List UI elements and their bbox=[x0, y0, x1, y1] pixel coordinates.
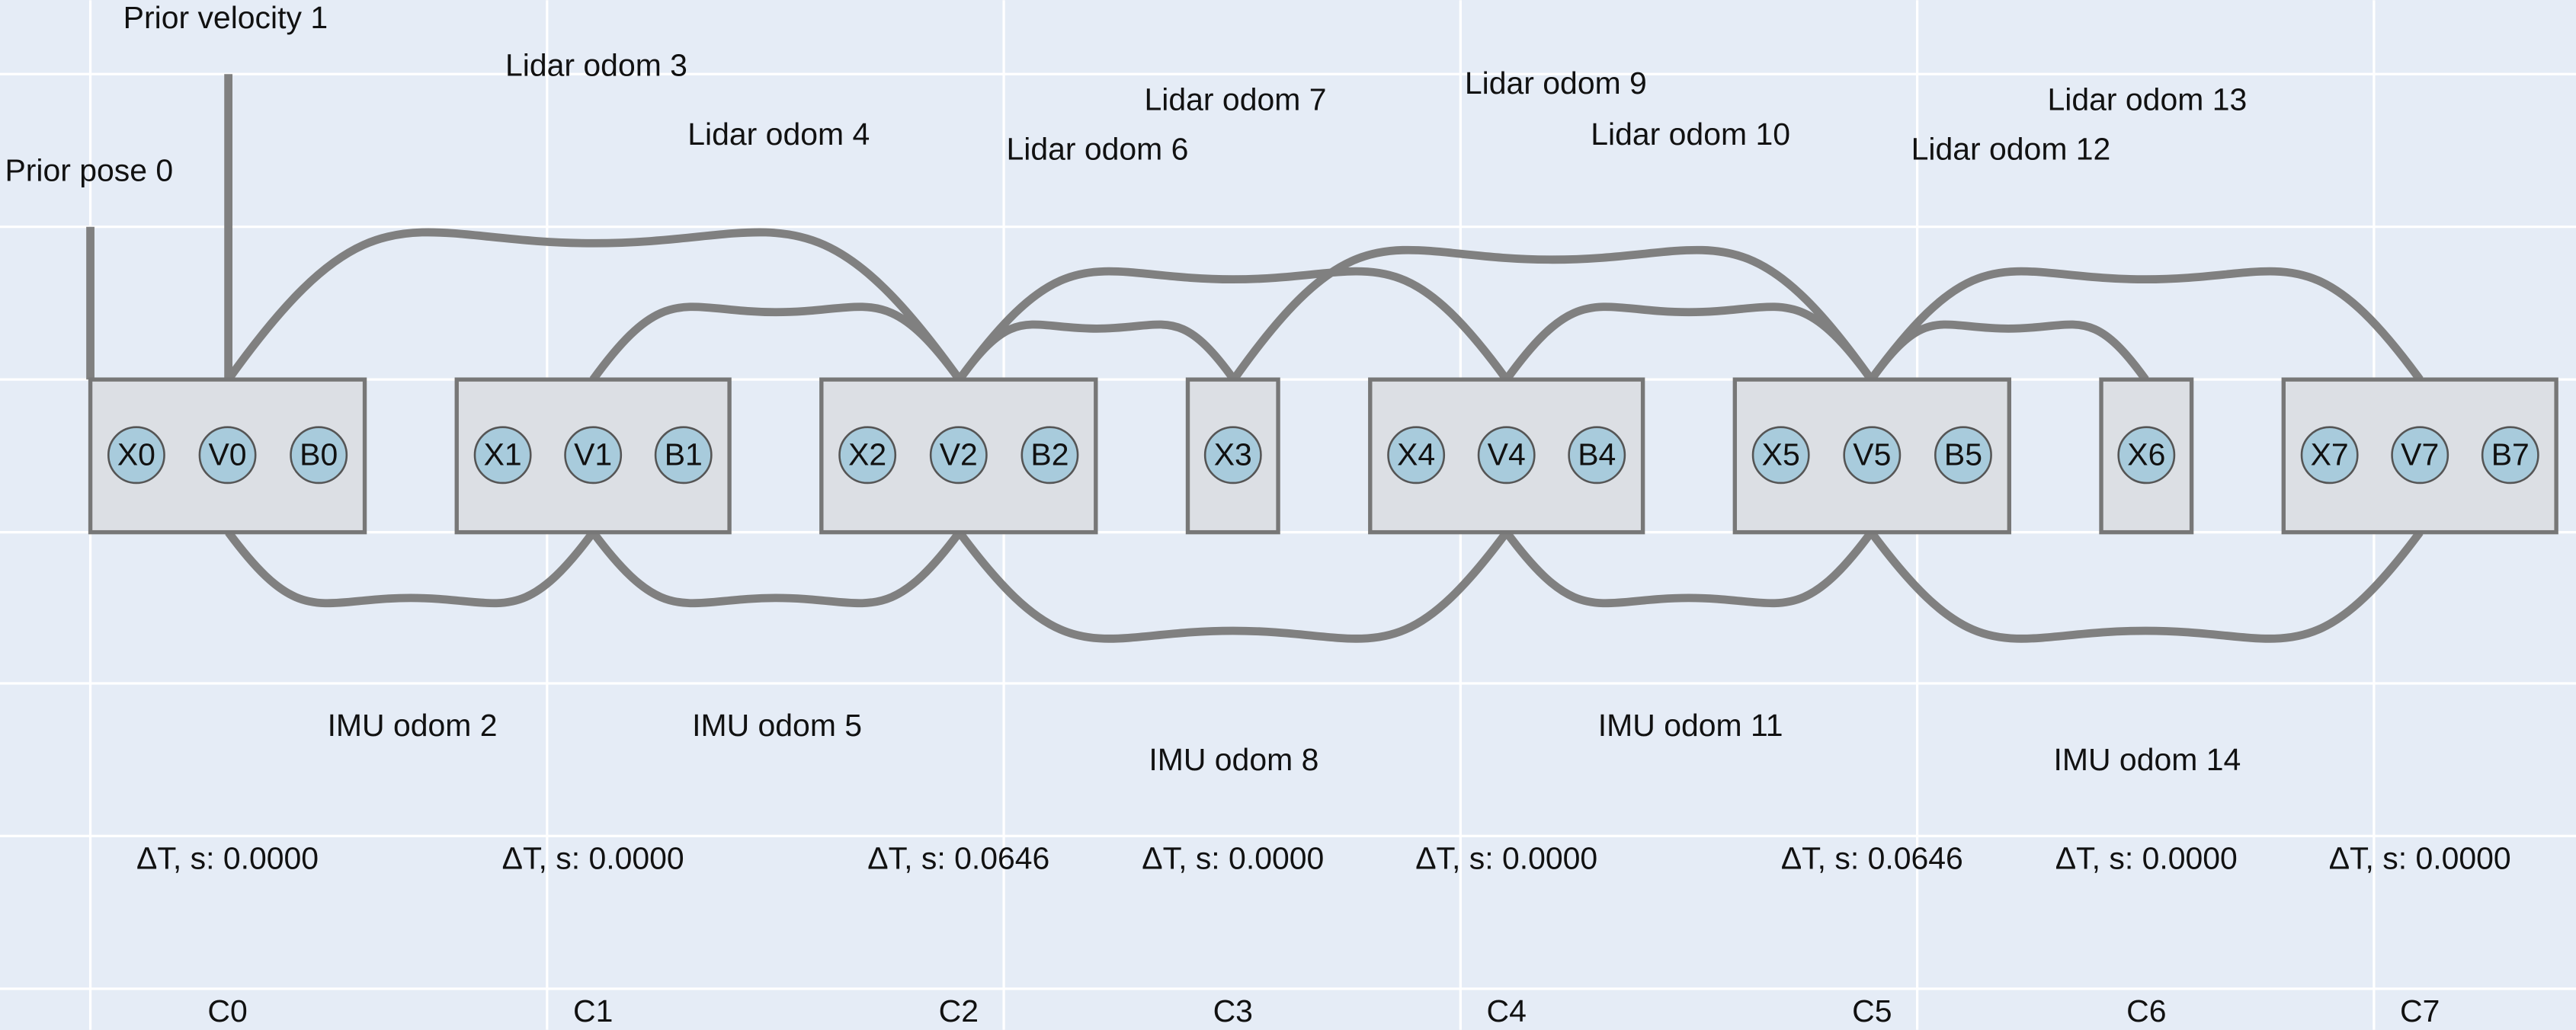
node-label: X0 bbox=[117, 437, 155, 472]
node-label: B5 bbox=[1944, 437, 1982, 472]
factor-label: IMU odom 11 bbox=[1598, 708, 1783, 743]
cluster-label: C1 bbox=[573, 993, 613, 1028]
variable-node bbox=[1203, 426, 1262, 485]
cluster-label: C5 bbox=[1852, 993, 1892, 1028]
factor-edge bbox=[956, 267, 1511, 382]
variable-node bbox=[198, 426, 257, 485]
cluster-label: C2 bbox=[939, 993, 979, 1028]
cluster-label: C0 bbox=[207, 993, 247, 1028]
factor-edge bbox=[1503, 529, 1875, 608]
variable-node bbox=[2391, 426, 2449, 485]
cluster: X7 V7 B7 bbox=[2281, 377, 2558, 535]
delta-t-label: ΔT, s: 0.0000 bbox=[2055, 841, 2238, 876]
factor-label: Lidar odom 4 bbox=[687, 117, 870, 152]
node-label: B7 bbox=[2491, 437, 2530, 472]
variable-node bbox=[1387, 426, 1446, 485]
factor-label: Lidar odom 13 bbox=[2048, 82, 2248, 117]
factor-label: Prior pose 0 bbox=[5, 152, 173, 187]
variable-node bbox=[1020, 426, 1079, 485]
factor-edge bbox=[1867, 529, 2424, 643]
factor-edge bbox=[1503, 302, 1875, 382]
variable-node bbox=[564, 426, 623, 485]
variable-node bbox=[2300, 426, 2359, 485]
variable-node bbox=[473, 426, 532, 485]
variable-node bbox=[1477, 426, 1536, 485]
node-label: V0 bbox=[209, 437, 247, 472]
delta-t-label: ΔT, s: 0.0000 bbox=[2329, 841, 2511, 876]
delta-t-label: ΔT, s: 0.0000 bbox=[1415, 841, 1597, 876]
delta-t-label: ΔT, s: 0.0000 bbox=[1142, 841, 1324, 876]
factor-label: Lidar odom 9 bbox=[1465, 66, 1647, 101]
variable-node bbox=[1751, 426, 1810, 485]
cluster: X1 V1 B1 bbox=[454, 377, 732, 535]
factor-edge bbox=[225, 529, 597, 608]
factor-label: Lidar odom 7 bbox=[1145, 82, 1327, 117]
variable-node bbox=[2481, 426, 2539, 485]
node-label: X3 bbox=[1214, 437, 1252, 472]
variable-node bbox=[838, 426, 897, 485]
delta-t-label: ΔT, s: 0.0646 bbox=[1781, 841, 1963, 876]
cluster-label: C6 bbox=[2126, 993, 2166, 1028]
factor-label: Lidar odom 3 bbox=[505, 47, 687, 82]
variable-node bbox=[1568, 426, 1626, 485]
node-label: B2 bbox=[1030, 437, 1069, 472]
node-label: X1 bbox=[484, 437, 522, 472]
cluster-label: C7 bbox=[2400, 993, 2440, 1028]
node-label: B0 bbox=[300, 437, 338, 472]
cluster: X6 bbox=[2099, 377, 2194, 535]
variable-node bbox=[654, 426, 713, 485]
cluster-label: C4 bbox=[1487, 993, 1527, 1028]
node-label: V7 bbox=[2401, 437, 2439, 472]
delta-t-label: ΔT, s: 0.0000 bbox=[136, 841, 319, 876]
factor-label: Lidar odom 6 bbox=[1006, 131, 1188, 166]
cluster: X5 V5 B5 bbox=[1732, 377, 2012, 535]
factor-label: Lidar odom 10 bbox=[1591, 117, 1790, 152]
node-label: B1 bbox=[665, 437, 703, 472]
factor-edge bbox=[1230, 245, 1875, 382]
cluster: X3 bbox=[1185, 377, 1280, 535]
node-label: X4 bbox=[1397, 437, 1435, 472]
node-label: V1 bbox=[574, 437, 612, 472]
variable-node bbox=[1843, 426, 1902, 485]
node-label: V5 bbox=[1853, 437, 1891, 472]
cluster: X2 V2 B2 bbox=[819, 377, 1098, 535]
node-label: B4 bbox=[1578, 437, 1616, 472]
node-label: X7 bbox=[2311, 437, 2349, 472]
factor-edge bbox=[956, 320, 1238, 382]
factor-label: IMU odom 2 bbox=[328, 708, 498, 743]
cluster-label: C3 bbox=[1213, 993, 1253, 1028]
factor-label: IMU odom 8 bbox=[1149, 742, 1318, 777]
node-label: X2 bbox=[848, 437, 886, 472]
cluster: X4 V4 B4 bbox=[1368, 377, 1645, 535]
cluster: X0 V0 B0 bbox=[88, 377, 367, 535]
variable-node bbox=[1934, 426, 1992, 485]
factor-edge bbox=[1867, 267, 2424, 382]
variable-node bbox=[2117, 426, 2176, 485]
factor-edge bbox=[956, 529, 1511, 643]
node-label: X5 bbox=[1762, 437, 1800, 472]
node-label: V4 bbox=[1488, 437, 1526, 472]
variable-node bbox=[290, 426, 348, 485]
delta-t-label: ΔT, s: 0.0646 bbox=[867, 841, 1049, 876]
node-label: V2 bbox=[940, 437, 978, 472]
factor-edge bbox=[225, 228, 963, 382]
delta-t-label: ΔT, s: 0.0000 bbox=[502, 841, 684, 876]
variable-node bbox=[929, 426, 988, 485]
factor-label: Prior velocity 1 bbox=[123, 0, 328, 35]
factor-label: IMU odom 14 bbox=[2054, 742, 2241, 777]
factor-label: Lidar odom 12 bbox=[1911, 131, 2111, 166]
factor-edge bbox=[589, 529, 963, 608]
factor-edge bbox=[1867, 320, 2149, 382]
factor-label: IMU odom 5 bbox=[692, 708, 862, 743]
factor-edge bbox=[589, 302, 963, 382]
variable-node bbox=[107, 426, 165, 485]
node-label: X6 bbox=[2127, 437, 2165, 472]
